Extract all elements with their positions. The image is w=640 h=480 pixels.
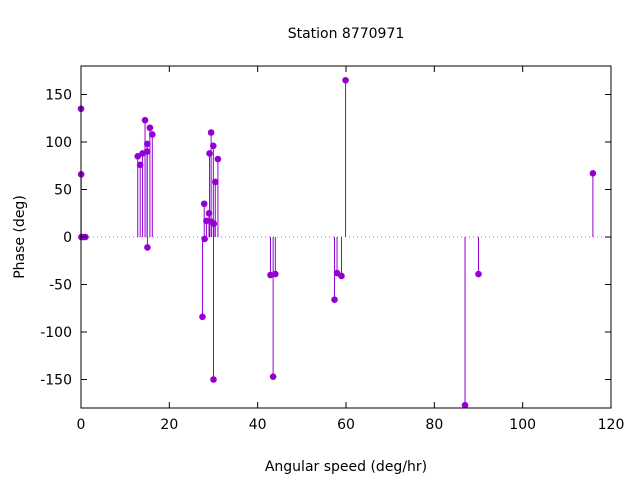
data-point	[143, 148, 151, 155]
data-point	[134, 152, 142, 160]
data-point	[338, 272, 345, 280]
impulse-layer	[80, 80, 594, 406]
data-point	[207, 129, 215, 136]
y-tick-label: -150	[40, 373, 72, 389]
y-tick-label: 150	[45, 88, 72, 104]
data-point	[141, 116, 149, 124]
data-point	[461, 401, 469, 409]
data-point	[589, 170, 597, 177]
data-point	[342, 76, 349, 84]
y-tick-label: 50	[54, 183, 72, 199]
x-tick-label: 120	[598, 417, 625, 433]
data-point	[210, 376, 217, 383]
data-point	[144, 244, 151, 251]
y-tick-label: 100	[45, 135, 72, 151]
point-layer	[77, 76, 597, 409]
x-tick-label: 20	[160, 417, 178, 433]
data-point	[201, 235, 208, 243]
data-point	[199, 313, 206, 321]
y-tick-label: -50	[49, 278, 72, 294]
y-tick-label: 0	[63, 230, 72, 246]
data-point	[272, 270, 279, 278]
x-tick-label: 40	[249, 417, 267, 433]
x-tick-label: 60	[337, 417, 355, 433]
data-point	[331, 296, 338, 304]
x-tick-label: 100	[509, 417, 536, 433]
x-axis-label: Angular speed (deg/hr)	[265, 459, 427, 475]
y-axis-label: Phase (deg)	[12, 195, 28, 279]
data-point	[475, 270, 482, 278]
data-point	[205, 209, 213, 217]
data-point	[200, 200, 208, 208]
data-point	[206, 150, 213, 157]
data-point	[210, 220, 218, 227]
y-tick-label: -100	[40, 325, 72, 341]
data-point	[210, 142, 217, 150]
data-point	[211, 178, 219, 186]
data-point	[146, 124, 154, 132]
chart-title: Station 8770971	[288, 26, 405, 42]
x-tick-label: 80	[425, 417, 443, 433]
data-point	[143, 140, 151, 148]
tick-layer: 0 20 40 60 80 100 120 -150 -100 -50 0 50 100 150	[40, 66, 624, 433]
x-tick-label: 0	[77, 417, 86, 433]
data-point	[136, 161, 144, 169]
data-point	[203, 217, 210, 225]
data-point	[269, 373, 277, 380]
data-point	[148, 131, 156, 138]
data-point	[214, 155, 222, 163]
